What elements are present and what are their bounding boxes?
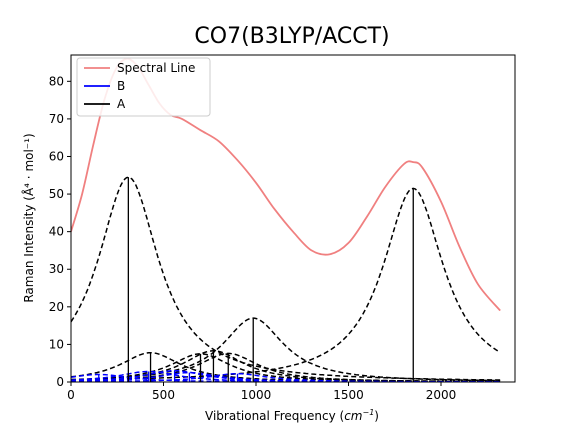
y-axis: 0 10 20 30 40 50 60 70 80 bbox=[49, 74, 71, 389]
x-tick-label-2000: 2000 bbox=[426, 388, 457, 402]
band-A-5 bbox=[71, 317, 501, 382]
band-A-6 bbox=[71, 187, 501, 381]
band-A-3 bbox=[71, 350, 501, 382]
legend-label-2: A bbox=[117, 97, 126, 111]
chart-title: CO7(B3LYP/ACCT) bbox=[194, 24, 389, 49]
y-tick-label-20: 20 bbox=[49, 300, 64, 314]
y-tick-label-80: 80 bbox=[49, 74, 64, 88]
y-tick-label-60: 60 bbox=[49, 149, 64, 163]
band-B-8 bbox=[71, 370, 501, 382]
x-axis-label-main: Vibrational Frequency ( bbox=[205, 409, 344, 423]
band-A-0 bbox=[71, 176, 501, 381]
y-tick-label-70: 70 bbox=[49, 112, 64, 126]
legend-label-0: Spectral Line bbox=[117, 61, 195, 75]
x-axis-label-unit: cm bbox=[344, 409, 362, 423]
legend-box bbox=[76, 57, 211, 117]
plot-area bbox=[71, 57, 501, 382]
x-tick-label-0: 0 bbox=[67, 388, 75, 402]
y-tick-label-10: 10 bbox=[49, 337, 64, 351]
y-tick-label-30: 30 bbox=[49, 262, 64, 276]
x-axis-label-close: ) bbox=[374, 409, 379, 423]
x-axis: 0 500 1000 1500 2000 bbox=[67, 382, 456, 402]
plot-frame bbox=[70, 54, 516, 383]
y-axis-label: Raman Intensity (Å⁴ · mol⁻¹) bbox=[21, 133, 36, 302]
x-tick-label-500: 500 bbox=[152, 388, 175, 402]
x-axis-label-sup: −1 bbox=[362, 408, 374, 417]
y-tick-label-40: 40 bbox=[49, 225, 64, 239]
x-tick-label-1000: 1000 bbox=[241, 388, 272, 402]
y-tick-label-0: 0 bbox=[56, 375, 64, 389]
x-tick-label-1500: 1500 bbox=[333, 388, 364, 402]
y-tick-label-50: 50 bbox=[49, 187, 64, 201]
x-axis-label: Vibrational Frequency (cm−1) bbox=[205, 408, 379, 423]
legend-label-1: B bbox=[117, 79, 125, 93]
band-A-1 bbox=[71, 351, 501, 382]
legend: Spectral Line BA bbox=[76, 57, 211, 117]
